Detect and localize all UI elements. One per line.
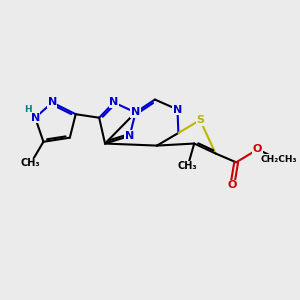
Text: H: H [24, 105, 32, 114]
Text: N: N [31, 113, 40, 123]
Text: N: N [125, 131, 134, 141]
Text: S: S [196, 115, 204, 125]
Text: O: O [253, 144, 262, 154]
Text: N: N [48, 98, 57, 107]
Text: O: O [228, 180, 237, 190]
Text: N: N [109, 98, 119, 107]
Text: CH₃: CH₃ [178, 161, 198, 171]
Text: CH₃: CH₃ [21, 158, 40, 168]
Text: CH₂CH₃: CH₂CH₃ [260, 155, 297, 164]
Text: N: N [173, 104, 182, 115]
Text: N: N [131, 107, 140, 117]
